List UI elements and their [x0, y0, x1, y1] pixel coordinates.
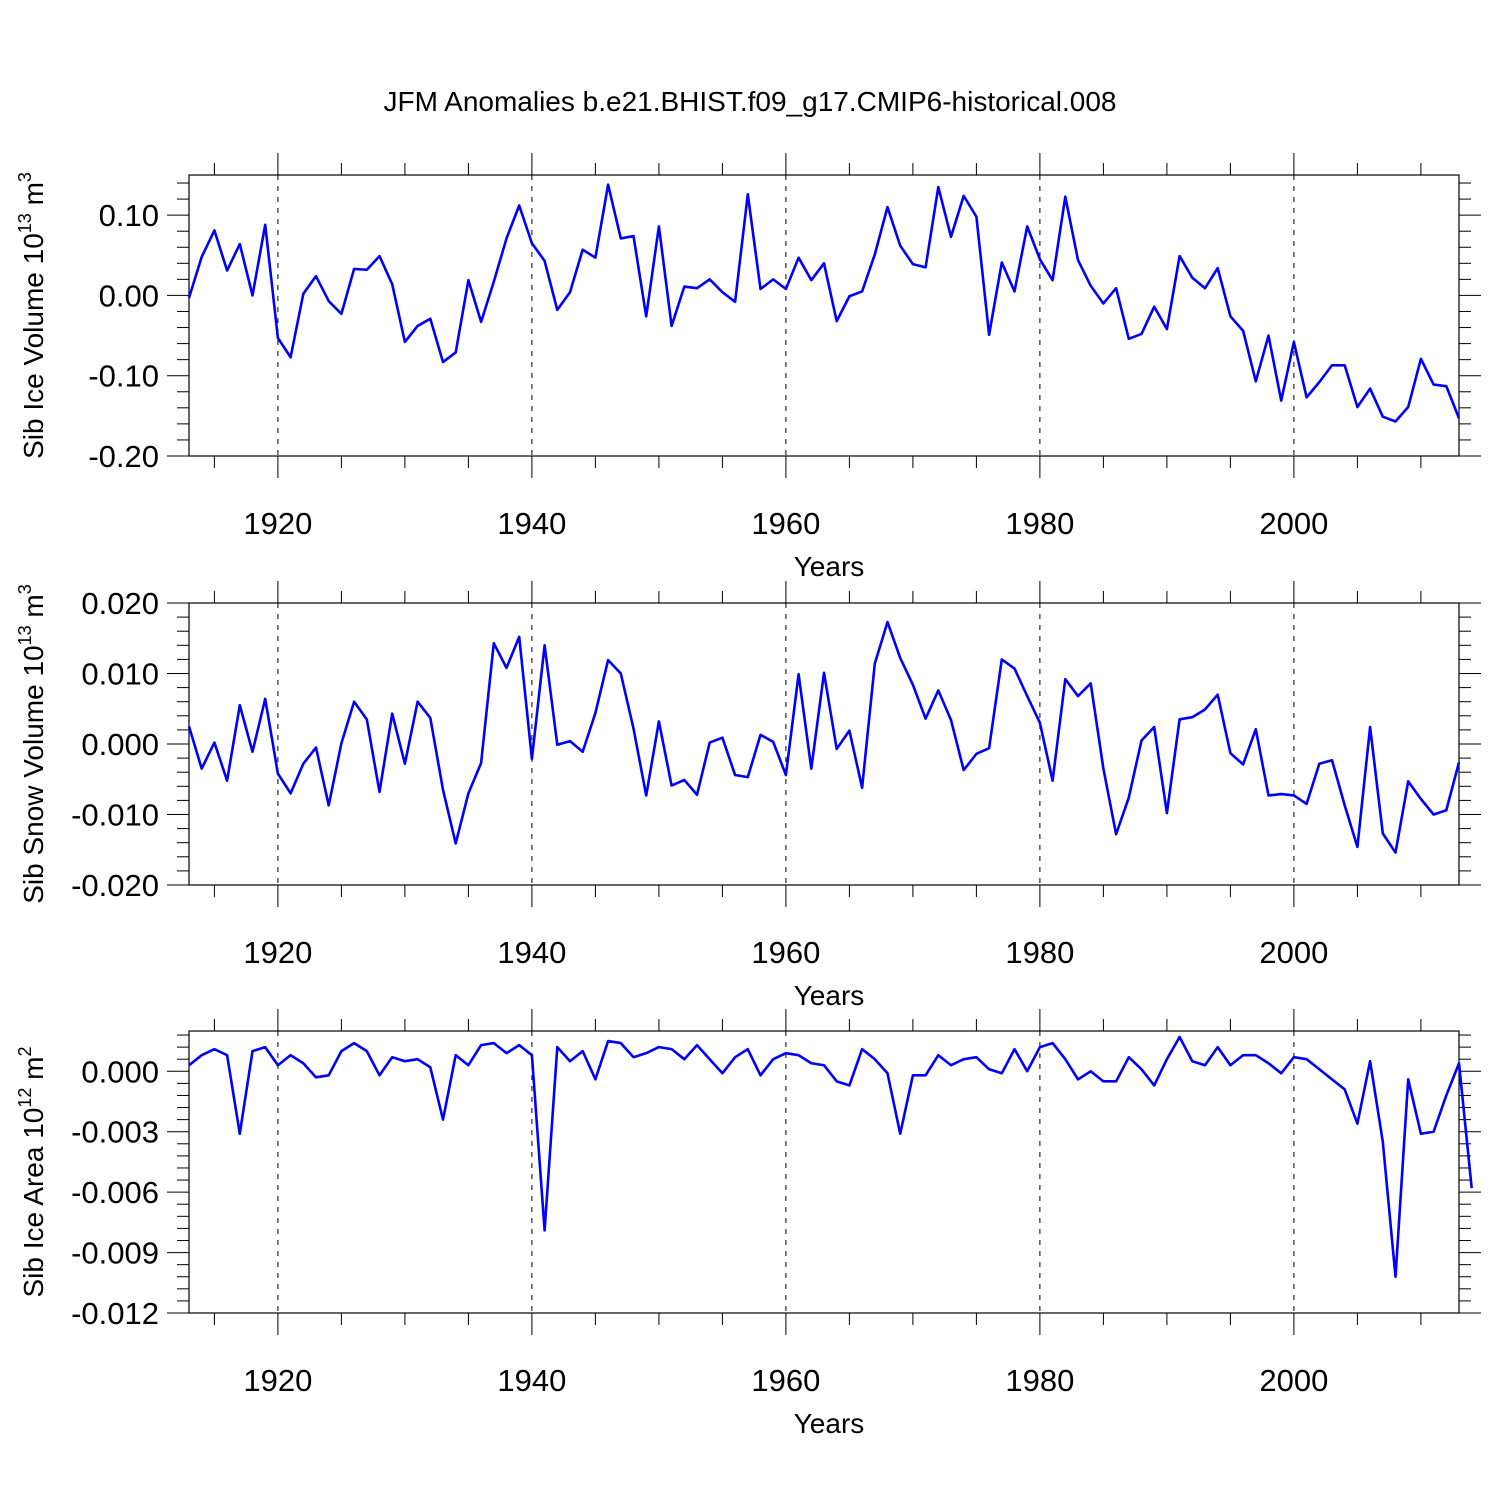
x-tick-label: 1920: [243, 1363, 312, 1398]
y-tick-label: -0.10: [88, 359, 159, 394]
y-tick-label: -0.20: [88, 439, 159, 474]
y-axis-label: Sib Ice Volume 1013 m3: [15, 172, 49, 459]
series-line: [189, 622, 1459, 853]
x-tick-label: 2000: [1259, 1363, 1328, 1398]
panel-1: -0.20 -0.10 0.00 0.10 1920 1940 1960 1980 2000 Ye…: [15, 153, 1481, 582]
x-tick-label: 2000: [1259, 935, 1328, 970]
series-line: [189, 1037, 1472, 1277]
y-tick-label: 0.000: [81, 727, 159, 762]
x-axis-label: Years: [794, 980, 865, 1011]
y-tick-label: -0.003: [71, 1115, 159, 1150]
y-tick-label: 0.00: [99, 278, 159, 313]
x-tick-label: 1960: [751, 1363, 820, 1398]
y-axis-label: Sib Ice Area 1012 m2: [15, 1046, 49, 1297]
panel-frame: [189, 603, 1459, 885]
x-tick-label: 1980: [1005, 506, 1074, 541]
x-tick-label: 1940: [497, 1363, 566, 1398]
panel-3: -0.012 -0.009 -0.006 -0.003 0.000 1920 1940 196…: [15, 1009, 1481, 1439]
x-tick-label: 1940: [497, 506, 566, 541]
y-tick-label: 0.020: [81, 586, 159, 621]
series-line: [189, 185, 1459, 422]
y-tick-label: -0.006: [71, 1175, 159, 1210]
panel-2: -0.020 -0.010 0.000 0.010 0.020 1920 1940 1960 1…: [15, 581, 1481, 1011]
chart-title: JFM Anomalies b.e21.BHIST.f09_g17.CMIP6-…: [383, 86, 1116, 117]
y-tick-label: -0.010: [71, 798, 159, 833]
y-axis-label: Sib Snow Volume 1013 m3: [15, 584, 49, 904]
x-tick-label: 1980: [1005, 935, 1074, 970]
x-tick-label: 2000: [1259, 506, 1328, 541]
y-tick-label: -0.012: [71, 1296, 159, 1331]
x-axis-label: Years: [794, 1408, 865, 1439]
x-tick-label: 1920: [243, 935, 312, 970]
y-tick-label: -0.009: [71, 1236, 159, 1271]
y-tick-label: -0.020: [71, 868, 159, 903]
x-tick-label: 1920: [243, 506, 312, 541]
y-tick-label: 0.000: [81, 1054, 159, 1089]
x-tick-label: 1980: [1005, 1363, 1074, 1398]
x-tick-label: 1940: [497, 935, 566, 970]
x-tick-label: 1960: [751, 935, 820, 970]
y-tick-label: 0.10: [99, 198, 159, 233]
x-axis-label: Years: [794, 551, 865, 582]
y-tick-label: 0.010: [81, 657, 159, 692]
panel-frame: [189, 175, 1459, 456]
x-tick-label: 1960: [751, 506, 820, 541]
